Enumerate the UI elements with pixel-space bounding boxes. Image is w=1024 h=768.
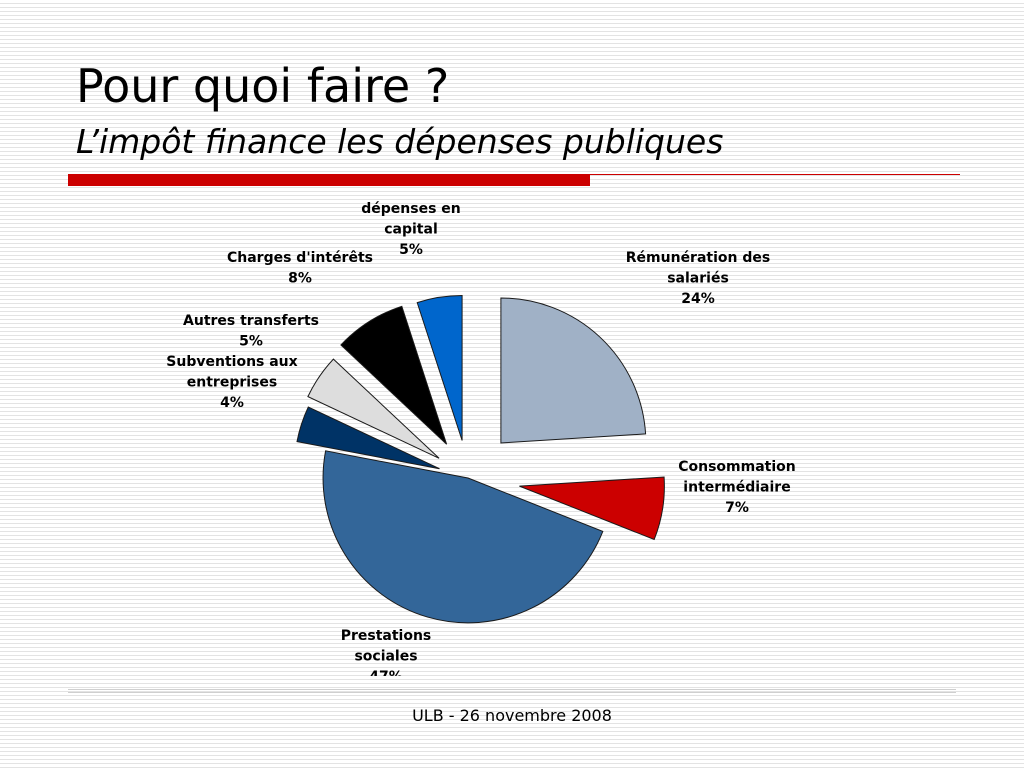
pie-slice-depenses-en-capital [416,294,463,441]
footer-text: ULB - 26 novembre 2008 [412,706,612,725]
pie-slice-prestations-sociales [322,450,604,624]
pie-slices [296,294,665,624]
pie-slice-remuneration-des-salaries [500,297,647,444]
accent-bar [68,174,590,186]
pie-slice-autres-transferts [307,358,440,459]
pie-labels: Rémunération des salariés 24% Consommation i… [166,201,796,685]
data-label-charges-d-interets: Charges d'intérêts 8% [227,250,373,287]
footer-divider-top [68,689,956,690]
accent-line [590,174,960,175]
data-label-prestations-sociales: Prestations sociales 47% [341,628,432,685]
pie-slice-subventions-aux-entreprises [296,406,440,470]
data-label-consommation-intermediaire: Consommation intermédiaire 7% [678,459,796,516]
data-label-depenses-en-capital: dépenses en capital 5% [361,201,461,258]
page-subtitle: L’impôt finance les dépenses publiques [76,122,724,161]
data-label-subventions-aux-entreprises: Subventions aux entreprises 4% [166,354,297,411]
pie-slice-charges-d-interets [340,305,448,445]
data-label-remuneration-des-salaries: Rémunération des salariés 24% [626,250,770,307]
page-title: Pour quoi faire ? [76,59,450,113]
footer-divider-bottom [68,692,956,693]
data-label-autres-transferts: Autres transferts 5% [183,313,319,350]
pie-slice-consommation-intermediaire [519,476,665,541]
